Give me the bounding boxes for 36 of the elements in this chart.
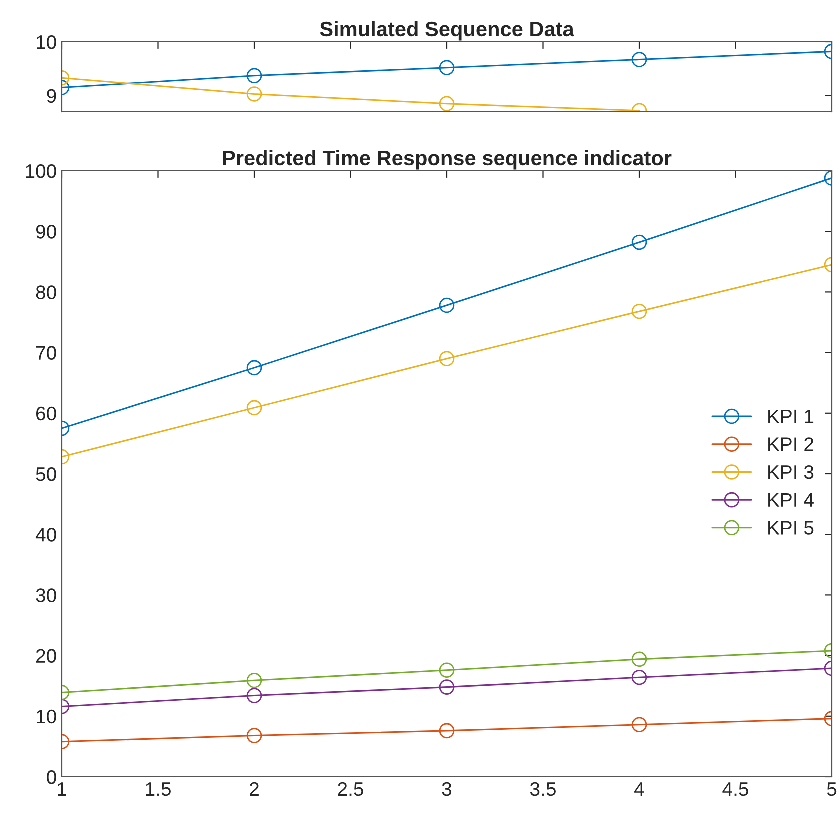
x-tick-label: 1	[58, 782, 66, 796]
y-tick-label: 10	[36, 35, 56, 50]
point	[439, 662, 455, 678]
point	[439, 60, 455, 76]
legend-label: KPI 4	[768, 494, 814, 507]
point	[439, 96, 455, 112]
x-tick-label: 1.5	[146, 782, 171, 796]
legend-label: KPI 2	[768, 438, 814, 452]
x-tick-label: 2	[250, 782, 259, 796]
y-tick-label: 50	[36, 467, 56, 482]
y-tick-label: 80	[36, 286, 56, 300]
point	[439, 680, 455, 695]
y-tick-label: 20	[36, 649, 56, 664]
legend-label: KPI 5	[768, 521, 814, 535]
y-tick-label: 9	[47, 89, 56, 104]
legend-label: KPI 1	[768, 410, 814, 424]
x-tick-label: 3.5	[530, 782, 556, 796]
y-tick-label: 100	[26, 164, 56, 178]
chart-title: Simulated Sequence Data	[320, 21, 574, 41]
x-tick-label: 3	[442, 782, 452, 796]
x-tick-label: 4.5	[722, 782, 748, 796]
x-tick-label: 4	[634, 782, 644, 796]
y-tick-label: 30	[36, 588, 56, 602]
chart-title: Predicted Time Response sequence indicator	[223, 150, 672, 170]
point	[439, 298, 455, 314]
point	[439, 723, 455, 739]
y-tick-label: 40	[36, 528, 56, 542]
y-tick-label: 90	[36, 225, 56, 239]
x-tick-label: 2.5	[338, 782, 364, 796]
point	[439, 351, 455, 366]
y-tick-label: 10	[36, 710, 56, 724]
y-tick-label: 0	[47, 770, 56, 784]
y-tick-label: 70	[36, 346, 56, 360]
x-tick-label: 5	[827, 782, 837, 796]
y-tick-label: 60	[36, 406, 56, 421]
legend-label: KPI 3	[768, 465, 814, 480]
